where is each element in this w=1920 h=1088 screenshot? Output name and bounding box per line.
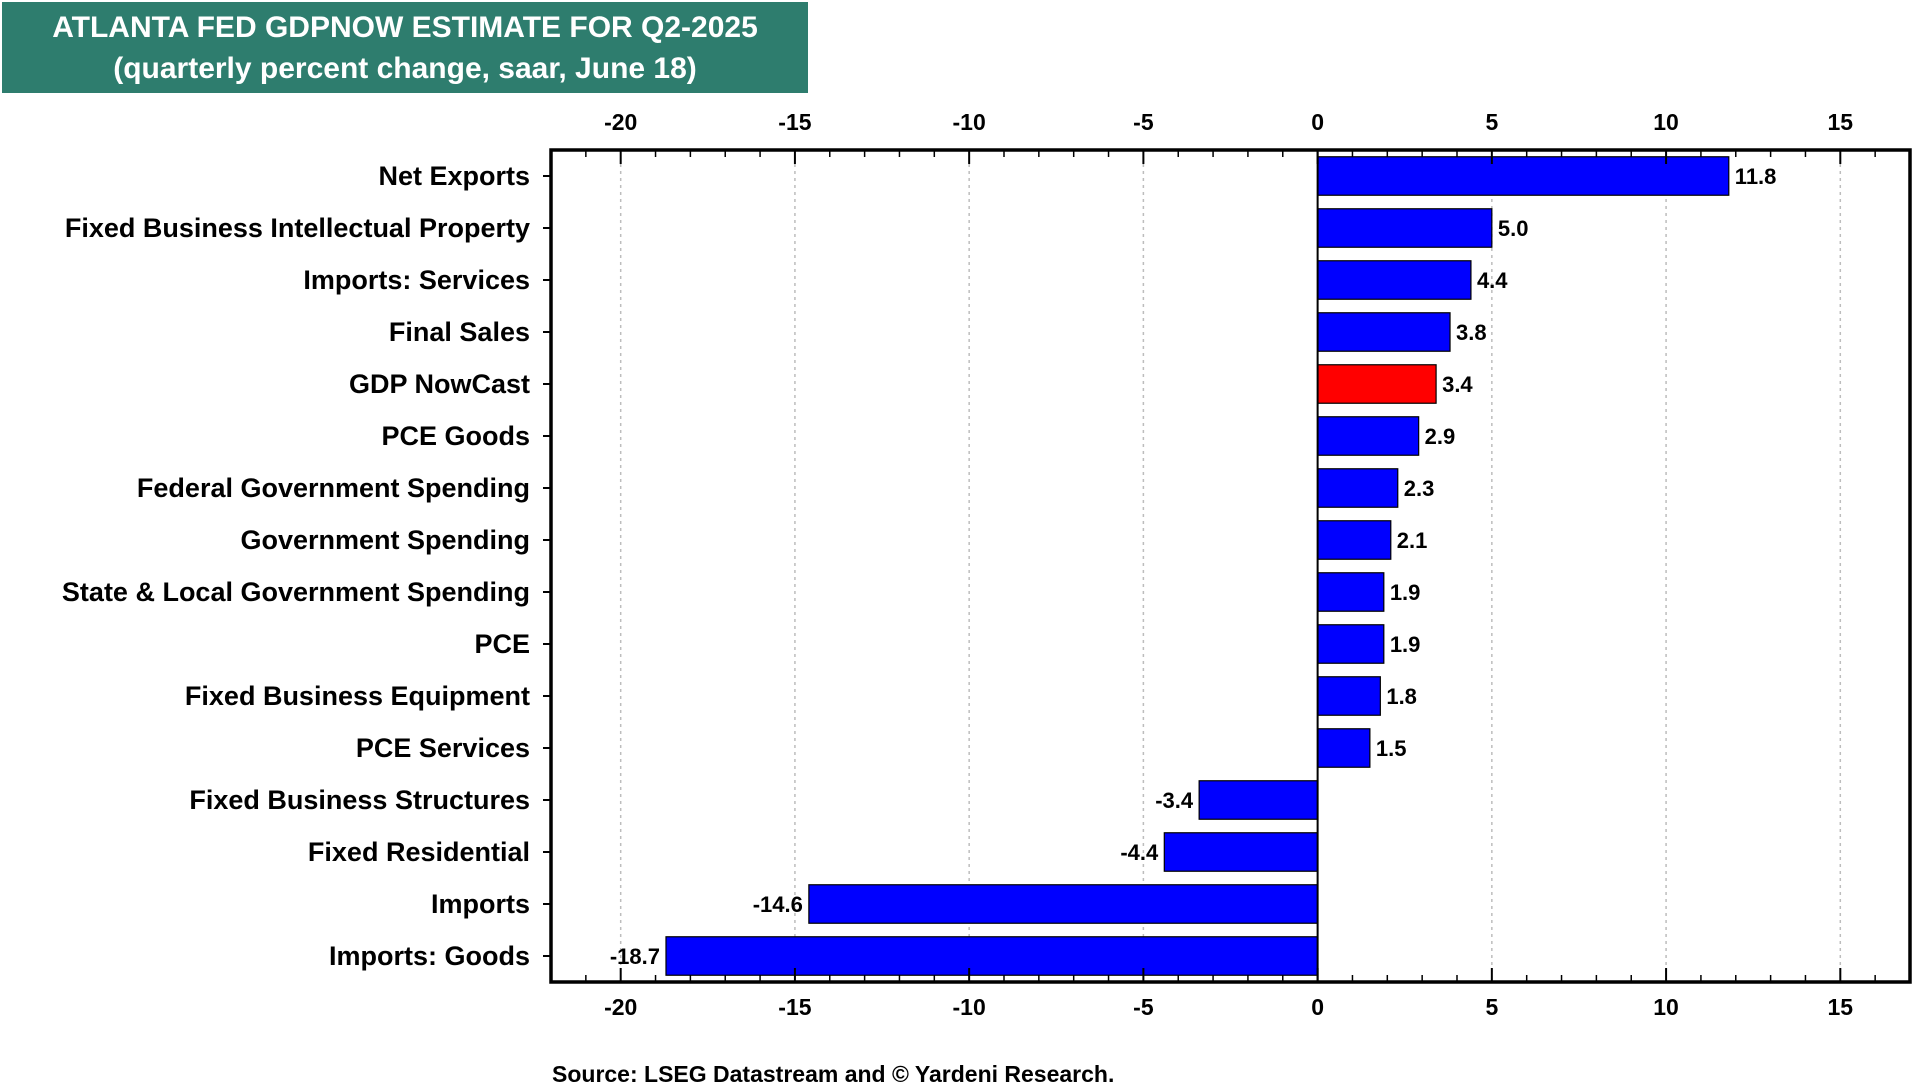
x-tick-label-bottom: 5 xyxy=(1485,994,1498,1020)
chart-title-box: ATLANTA FED GDPNOW ESTIMATE FOR Q2-2025 … xyxy=(2,2,808,93)
value-label-net-exports: 11.8 xyxy=(1735,164,1777,189)
category-label-pce-services: PCE Services xyxy=(356,733,530,763)
bar-pce-services xyxy=(1317,728,1371,768)
x-tick-label-top: -15 xyxy=(778,109,811,135)
x-tick-label-top: 0 xyxy=(1311,109,1324,135)
x-tick-label-top: -20 xyxy=(604,109,637,135)
category-label-pce-goods: PCE Goods xyxy=(381,421,530,451)
category-label-state-and-local-government-spending: State & Local Government Spending xyxy=(62,577,530,607)
category-label-net-exports: Net Exports xyxy=(378,161,530,191)
category-label-imports-goods: Imports: Goods xyxy=(329,941,530,971)
value-label-fixed-business-structures: -3.4 xyxy=(1155,788,1194,813)
x-tick-label-top: -10 xyxy=(953,109,986,135)
value-label-imports-goods: -18.7 xyxy=(610,944,660,969)
x-tick-label-top: -5 xyxy=(1133,109,1154,135)
value-label-pce: 1.9 xyxy=(1390,632,1421,657)
category-label-pce: PCE xyxy=(474,629,530,659)
chart-title: ATLANTA FED GDPNOW ESTIMATE FOR Q2-2025 xyxy=(52,11,758,44)
value-label-imports-services: 4.4 xyxy=(1477,268,1508,293)
bar-federal-government-spending xyxy=(1317,468,1399,508)
x-tick-label-bottom: 0 xyxy=(1311,994,1324,1020)
bar-fixed-business-equipment xyxy=(1317,676,1381,716)
value-label-fixed-business-equipment: 1.8 xyxy=(1386,684,1417,709)
bar-fixed-business-structures xyxy=(1198,780,1319,820)
x-tick-label-top: 10 xyxy=(1653,109,1679,135)
value-label-federal-government-spending: 2.3 xyxy=(1404,476,1435,501)
bar-imports-goods xyxy=(665,936,1319,976)
category-label-imports: Imports xyxy=(431,889,530,919)
category-label-gdp-nowcast: GDP NowCast xyxy=(349,369,530,399)
bar-pce xyxy=(1317,624,1385,664)
bar-fixed-residential xyxy=(1163,832,1319,872)
value-label-gdp-nowcast: 3.4 xyxy=(1442,372,1473,397)
x-tick-label-bottom: -15 xyxy=(778,994,811,1020)
x-tick-label-bottom: 10 xyxy=(1653,994,1679,1020)
x-tick-label-bottom: -10 xyxy=(953,994,986,1020)
value-label-government-spending: 2.1 xyxy=(1397,528,1428,553)
bar-fixed-business-intellectual-property xyxy=(1317,208,1493,248)
category-label-fixed-business-intellectual-property: Fixed Business Intellectual Property xyxy=(65,213,530,243)
value-labels: 11.8 5.0 4.4 3.8 3.4 2.9 2.3 2.1 1.9 1.9 1.8 1.5 -3.… xyxy=(610,164,1777,969)
category-label-government-spending: Government Spending xyxy=(240,525,530,555)
value-label-state-and-local-government-spending: 1.9 xyxy=(1390,580,1421,605)
category-label-fixed-residential: Fixed Residential xyxy=(308,837,530,867)
category-labels: Net Exports Fixed Business Intellectual P… xyxy=(62,161,530,971)
x-tick-label-bottom: 15 xyxy=(1828,994,1854,1020)
bar-pce-goods xyxy=(1317,416,1420,456)
plot-frame xyxy=(549,148,1912,984)
value-label-final-sales: 3.8 xyxy=(1456,320,1487,345)
axes: -20 -20 -15 -15 -10 -10 -5 -5 0 0 5 5 10 10 15 15 xyxy=(543,109,1912,1020)
bar-imports-services xyxy=(1317,260,1472,300)
value-label-imports: -14.6 xyxy=(753,892,803,917)
value-label-pce-goods: 2.9 xyxy=(1425,424,1456,449)
bar-government-spending xyxy=(1317,520,1392,560)
bar-imports xyxy=(808,884,1319,924)
category-label-imports-services: Imports: Services xyxy=(303,265,530,295)
x-tick-label-top: 15 xyxy=(1828,109,1854,135)
bar-gdp-nowcast xyxy=(1317,364,1437,404)
bars xyxy=(665,156,1730,976)
value-label-fixed-business-intellectual-property: 5.0 xyxy=(1498,216,1529,241)
x-tick-label-bottom: -20 xyxy=(604,994,637,1020)
bar-net-exports xyxy=(1317,156,1730,196)
x-tick-label-bottom: -5 xyxy=(1133,994,1154,1020)
bar-final-sales xyxy=(1317,312,1451,352)
category-label-fixed-business-structures: Fixed Business Structures xyxy=(189,785,530,815)
source-note: Source: LSEG Datastream and © Yardeni Re… xyxy=(552,1061,1115,1087)
value-label-pce-services: 1.5 xyxy=(1376,736,1407,761)
bar-state-and-local-government-spending xyxy=(1317,572,1385,612)
chart-subtitle: (quarterly percent change, saar, June 18… xyxy=(113,52,697,85)
category-label-final-sales: Final Sales xyxy=(389,317,530,347)
x-tick-label-top: 5 xyxy=(1485,109,1498,135)
category-label-fixed-business-equipment: Fixed Business Equipment xyxy=(185,681,530,711)
value-label-fixed-residential: -4.4 xyxy=(1120,840,1159,865)
grid-lines xyxy=(619,150,1842,982)
category-label-federal-government-spending: Federal Government Spending xyxy=(137,473,530,503)
